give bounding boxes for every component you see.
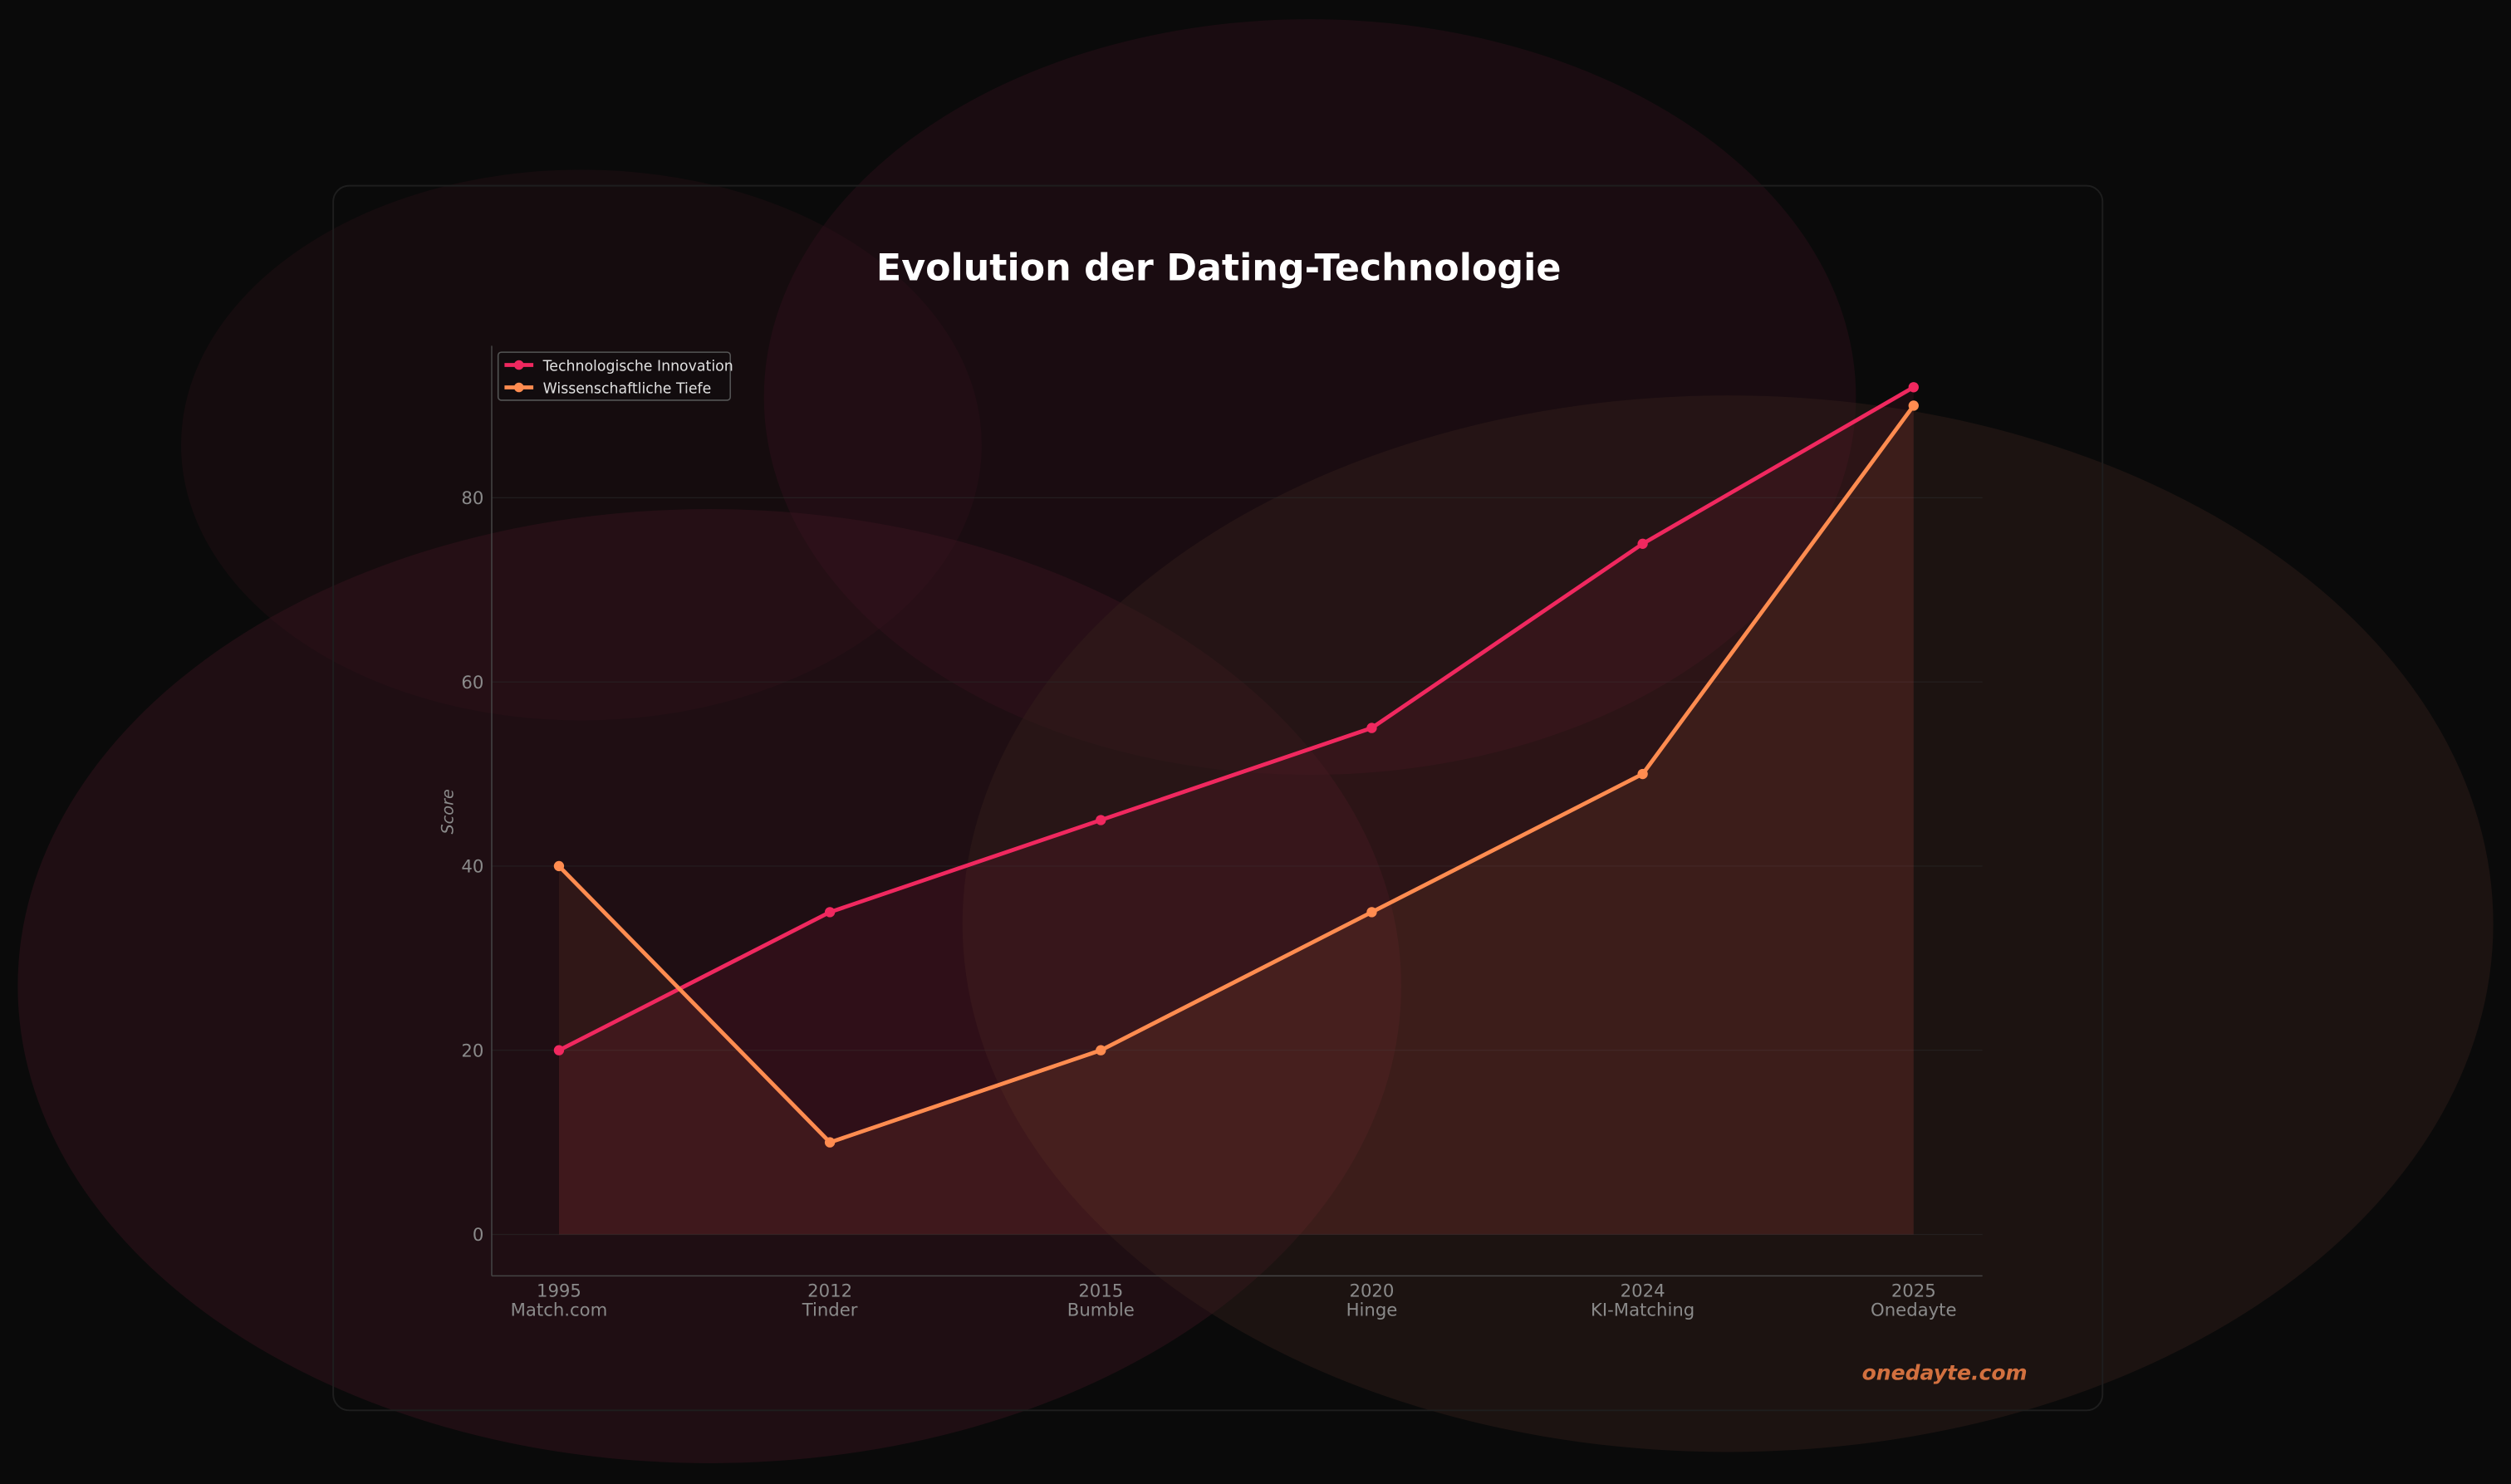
series-line xyxy=(557,404,1915,1145)
data-point xyxy=(824,907,836,918)
legend-label: Wissenschaftliche Tiefe xyxy=(543,380,712,397)
data-point xyxy=(553,1045,565,1055)
data-point xyxy=(1637,538,1648,549)
y-tick-label: 0 xyxy=(473,1224,483,1245)
data-point xyxy=(1908,382,1919,393)
x-tick-year: 2024 xyxy=(1621,1280,1665,1300)
series-fill xyxy=(558,387,1914,1235)
y-tick-label: 40 xyxy=(461,856,483,877)
axes xyxy=(491,345,1983,1277)
watermark: onedayte.com xyxy=(1862,1361,2028,1385)
grid xyxy=(491,497,1983,1236)
series-fill xyxy=(558,405,1914,1235)
legend-label: Technologische Innovation xyxy=(542,358,733,375)
chart-card xyxy=(332,184,2104,1412)
y-ticks: 0 20 40 60 80 xyxy=(461,487,483,1245)
x-tick-year: 2025 xyxy=(1891,1280,1936,1300)
legend: Technologische Innovation Wissenschaftlic… xyxy=(497,351,733,401)
data-point xyxy=(1366,907,1377,918)
x-tick-name: Onedayte xyxy=(1871,1300,1956,1320)
x-tick-name: Tinder xyxy=(802,1300,858,1320)
area-fills xyxy=(558,387,1914,1235)
x-tick-name: Match.com xyxy=(511,1300,608,1320)
legend-marker xyxy=(513,360,524,370)
series-lines xyxy=(553,382,1919,1148)
background-blobs xyxy=(17,19,2494,1463)
data-point xyxy=(1908,400,1919,411)
data-point xyxy=(553,860,565,872)
x-tick-name: KI-Matching xyxy=(1591,1300,1694,1320)
data-point xyxy=(1096,815,1106,825)
legend-marker xyxy=(513,382,524,393)
data-point xyxy=(1637,768,1648,780)
x-tick-year: 2012 xyxy=(807,1280,852,1300)
x-tick-name: Bumble xyxy=(1067,1300,1135,1320)
data-point xyxy=(824,1137,836,1148)
data-point xyxy=(1366,722,1377,733)
y-axis-label: Score xyxy=(439,789,458,834)
x-tick-year: 2015 xyxy=(1078,1280,1123,1300)
series-line xyxy=(557,385,1915,1052)
chart-title: Evolution der Dating-Technologie xyxy=(876,247,1561,289)
x-tick-name: Hinge xyxy=(1346,1300,1398,1320)
y-tick-label: 20 xyxy=(461,1040,483,1060)
y-tick-label: 60 xyxy=(461,672,483,693)
x-tick-year: 2020 xyxy=(1349,1280,1394,1300)
y-tick-label: 80 xyxy=(461,487,483,508)
x-tick-year: 1995 xyxy=(537,1280,581,1300)
data-point xyxy=(1096,1045,1106,1055)
